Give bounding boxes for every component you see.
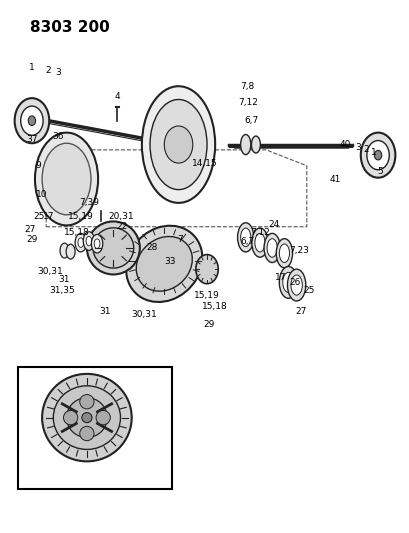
Text: 20,31: 20,31	[108, 212, 134, 221]
Ellipse shape	[164, 126, 192, 163]
Ellipse shape	[80, 426, 94, 441]
Ellipse shape	[35, 133, 98, 225]
Ellipse shape	[86, 236, 92, 246]
Ellipse shape	[237, 223, 253, 252]
Text: 1: 1	[370, 148, 376, 157]
Text: 29: 29	[26, 236, 38, 245]
Ellipse shape	[15, 98, 49, 143]
Ellipse shape	[254, 233, 265, 252]
Ellipse shape	[75, 233, 86, 252]
Ellipse shape	[42, 374, 131, 462]
Text: 17: 17	[274, 272, 285, 281]
Ellipse shape	[80, 394, 94, 409]
Ellipse shape	[53, 386, 120, 449]
Ellipse shape	[282, 272, 294, 293]
Ellipse shape	[94, 239, 100, 248]
Text: 15,18: 15,18	[64, 228, 90, 237]
Text: 4: 4	[115, 92, 120, 101]
Ellipse shape	[279, 244, 289, 263]
Text: 15,19: 15,19	[194, 291, 219, 300]
Text: 26: 26	[288, 278, 299, 287]
Text: 10: 10	[36, 190, 48, 199]
Text: 33: 33	[164, 257, 176, 265]
Text: 15,18: 15,18	[202, 302, 227, 311]
Ellipse shape	[366, 141, 388, 169]
Ellipse shape	[96, 410, 110, 425]
Text: 7,12: 7,12	[237, 98, 257, 107]
Text: 25: 25	[302, 286, 314, 295]
Ellipse shape	[87, 221, 139, 274]
Text: ANTI SPIN DIFFERENTIAL: ANTI SPIN DIFFERENTIAL	[30, 477, 124, 486]
Text: 24: 24	[268, 220, 279, 229]
Ellipse shape	[60, 243, 69, 258]
Bar	[18, 367, 172, 489]
Text: 27: 27	[294, 307, 306, 316]
Text: 40: 40	[339, 140, 351, 149]
Text: 28: 28	[146, 244, 157, 253]
Text: 7,23: 7,23	[288, 246, 308, 255]
Ellipse shape	[196, 255, 218, 284]
Text: 6,7: 6,7	[240, 237, 254, 246]
Text: 15,19: 15,19	[68, 212, 93, 221]
Ellipse shape	[21, 106, 43, 135]
Ellipse shape	[373, 150, 381, 160]
Ellipse shape	[28, 116, 36, 125]
Ellipse shape	[42, 143, 91, 215]
Ellipse shape	[82, 413, 92, 423]
Text: 17: 17	[43, 212, 54, 221]
Text: 14,15: 14,15	[192, 159, 217, 167]
Text: 2: 2	[362, 146, 368, 155]
Ellipse shape	[91, 235, 103, 253]
Text: 36: 36	[52, 132, 64, 141]
Text: 7: 7	[177, 236, 183, 245]
Ellipse shape	[240, 228, 250, 247]
Text: 3: 3	[55, 68, 61, 77]
Ellipse shape	[279, 266, 297, 298]
Text: 1: 1	[29, 63, 35, 72]
Text: 30,31: 30,31	[37, 268, 63, 276]
Text: 22: 22	[116, 222, 127, 231]
Ellipse shape	[266, 239, 276, 257]
Text: 6,7: 6,7	[244, 116, 258, 125]
Ellipse shape	[63, 410, 78, 425]
Text: 3: 3	[354, 143, 360, 152]
Ellipse shape	[142, 86, 215, 203]
Ellipse shape	[66, 244, 75, 259]
Ellipse shape	[251, 136, 260, 153]
Text: 30,31: 30,31	[131, 310, 156, 319]
Ellipse shape	[360, 133, 394, 177]
Ellipse shape	[290, 275, 301, 295]
Ellipse shape	[126, 225, 202, 302]
Ellipse shape	[150, 100, 207, 190]
Text: 2: 2	[45, 66, 51, 75]
Ellipse shape	[136, 237, 192, 291]
Ellipse shape	[251, 228, 267, 257]
Text: 7,12: 7,12	[249, 228, 269, 237]
Ellipse shape	[263, 233, 280, 263]
Text: 25: 25	[33, 212, 45, 221]
Text: 5: 5	[376, 166, 382, 175]
Text: 27: 27	[24, 225, 36, 234]
Text: 29: 29	[203, 320, 214, 329]
Text: 43: 43	[95, 426, 107, 435]
Text: 9: 9	[35, 161, 41, 170]
Ellipse shape	[78, 238, 83, 247]
Text: 8303 200: 8303 200	[30, 20, 109, 35]
Text: 31: 31	[99, 307, 111, 316]
Ellipse shape	[240, 134, 250, 155]
Text: 41: 41	[329, 174, 340, 183]
Text: 7,39: 7,39	[79, 198, 99, 207]
Ellipse shape	[83, 232, 94, 251]
Text: 37: 37	[26, 135, 38, 144]
Ellipse shape	[287, 269, 305, 301]
Ellipse shape	[93, 228, 133, 268]
Text: 31: 31	[58, 275, 70, 284]
Ellipse shape	[66, 398, 107, 438]
Text: 7,8: 7,8	[240, 82, 254, 91]
Text: 31,35: 31,35	[49, 286, 75, 295]
Ellipse shape	[276, 239, 292, 268]
